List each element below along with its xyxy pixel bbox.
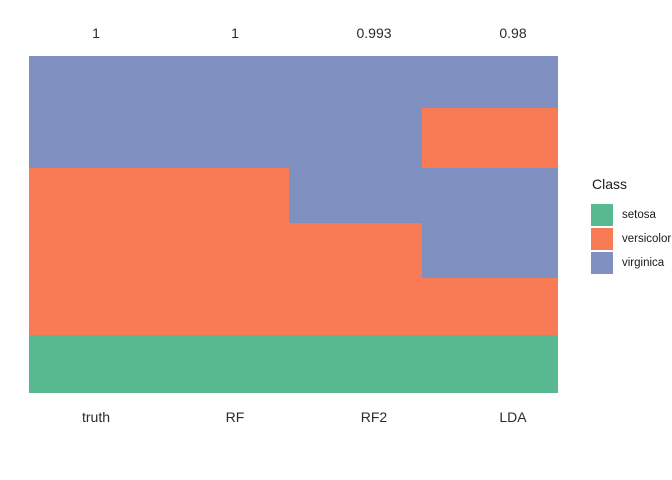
legend-label-virginica: virginica — [622, 257, 665, 269]
accuracy-label-truth: 1 — [92, 25, 100, 41]
legend-swatch-versicolor — [591, 228, 613, 250]
column-truth — [29, 56, 161, 394]
legend-swatch-virginica — [591, 252, 613, 274]
segment-setosa — [161, 335, 289, 394]
legend-title: Class — [592, 176, 628, 192]
segment-virginica — [422, 168, 558, 278]
legend-item-setosa: setosa — [591, 204, 671, 226]
column-rf2 — [289, 56, 422, 394]
legend-items: setosa versicolor virginica — [591, 204, 671, 274]
accuracy-label-rf: 1 — [231, 25, 239, 41]
segment-versicolor — [161, 167, 289, 336]
x-axis-label-truth: truth — [81, 409, 111, 425]
legend: Class setosa versicolor virginica — [591, 176, 671, 276]
segment-versicolor — [289, 223, 422, 336]
segment-versicolor — [422, 107, 558, 168]
segment-setosa — [422, 334, 558, 393]
segment-virginica — [289, 56, 422, 224]
legend-label-setosa: setosa — [622, 209, 656, 221]
legend-item-versicolor: versicolor — [591, 228, 671, 250]
x-axis-label-rf2: RF2 — [360, 409, 388, 425]
segment-setosa — [29, 335, 161, 394]
x-axis-label-rf: RF — [225, 409, 245, 425]
accuracy-label-lda: 0.98 — [499, 25, 527, 41]
legend-item-virginica: virginica — [591, 252, 671, 274]
segment-virginica — [161, 56, 289, 168]
x-axis-label-lda: LDA — [499, 409, 527, 425]
column-rf — [161, 56, 289, 394]
segment-versicolor — [29, 167, 161, 336]
segment-virginica — [29, 56, 161, 168]
legend-swatch-setosa — [591, 204, 613, 226]
column-lda — [422, 56, 558, 393]
segment-setosa — [289, 335, 422, 394]
legend-label-versicolor: versicolor — [622, 233, 672, 245]
segment-virginica — [422, 56, 558, 108]
accuracy-label-rf2: 0.993 — [356, 25, 392, 41]
segment-versicolor — [422, 277, 558, 335]
